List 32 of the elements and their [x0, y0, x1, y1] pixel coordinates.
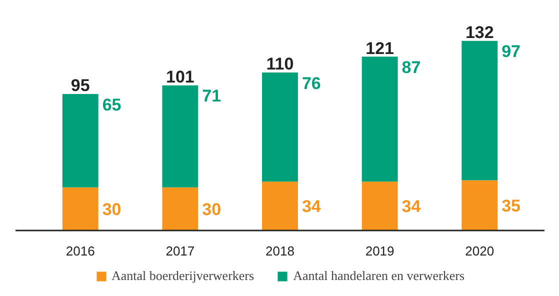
total-label: 101 — [166, 68, 194, 87]
legend-label: Aantal handelaren en verwerkers — [293, 268, 465, 284]
bar — [262, 72, 298, 182]
data-label: 71 — [202, 86, 222, 106]
x-tick-label: 2017 — [166, 244, 195, 258]
legend-label: Aantal boerderijverwerkers — [111, 268, 254, 284]
bar — [62, 94, 98, 188]
total-label: 95 — [70, 76, 90, 96]
bar — [262, 182, 298, 230]
bar — [362, 182, 398, 230]
total-label: 110 — [266, 54, 294, 74]
data-label: 76 — [302, 74, 321, 93]
bar — [162, 85, 198, 188]
x-tick-label: 2020 — [465, 244, 494, 258]
bar — [462, 40, 498, 180]
data-label: 30 — [102, 200, 122, 219]
data-label: 34 — [302, 197, 322, 216]
data-label: 97 — [502, 42, 521, 62]
data-label: 35 — [502, 196, 521, 216]
x-tick-label: 2016 — [66, 244, 95, 258]
bar — [462, 180, 498, 230]
data-label: 34 — [402, 197, 422, 216]
x-tick-label: 2018 — [266, 244, 294, 258]
data-label: 65 — [102, 95, 122, 114]
total-label: 132 — [465, 22, 494, 42]
x-tick-label: 2019 — [365, 244, 394, 258]
data-label: 30 — [202, 200, 222, 219]
bar — [362, 56, 398, 182]
bar — [62, 187, 98, 230]
total-label: 121 — [366, 38, 394, 58]
bar — [162, 187, 198, 230]
data-label: 87 — [402, 58, 421, 77]
